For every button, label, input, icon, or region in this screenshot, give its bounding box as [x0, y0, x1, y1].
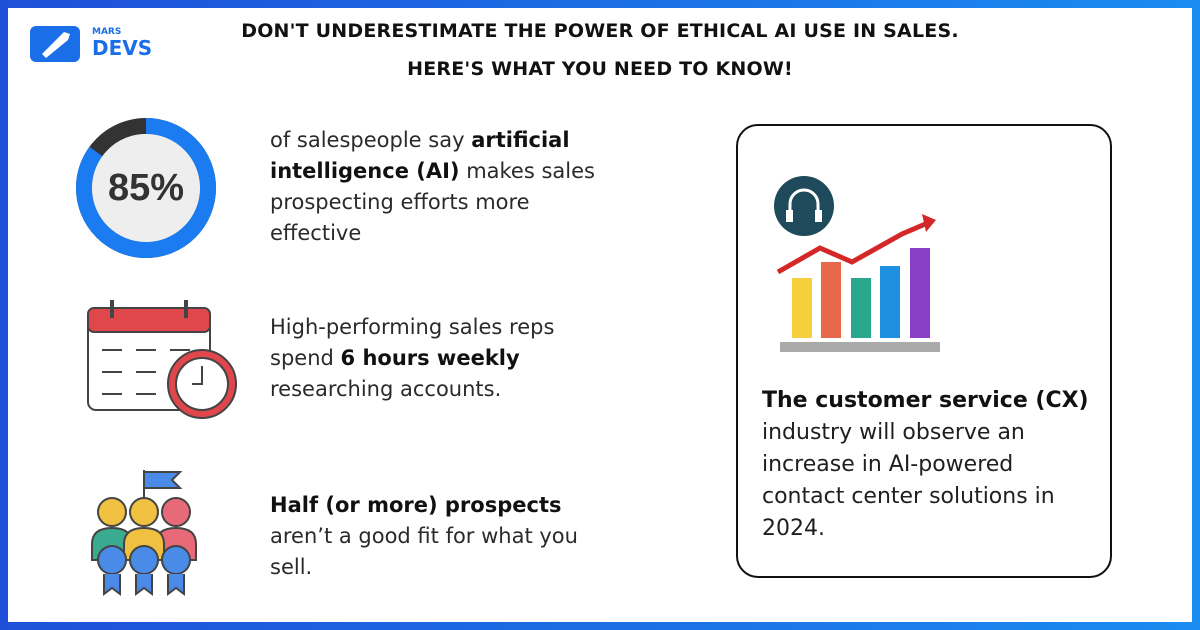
calendar-icon	[87, 300, 237, 419]
stat-text: Half (or more) prospects aren’t a good f…	[270, 490, 600, 583]
logo-small: MARS	[92, 27, 121, 37]
title-line: DON'T UNDERESTIMATE THE POWER OF ETHICAL…	[241, 20, 959, 42]
text: aren’t a good fit for what you sell.	[270, 524, 578, 579]
growth-icon	[774, 176, 940, 352]
ring-center	[92, 134, 200, 242]
text: researching accounts.	[270, 377, 502, 401]
text: of salespeople say	[270, 128, 472, 152]
ring-arc	[76, 118, 216, 258]
bold-text: artificial intelligence (AI)	[270, 128, 570, 183]
ring-label: 85%	[108, 167, 184, 209]
stat-text: High-performing sales reps spend 6 hours…	[270, 312, 600, 405]
logo-big: DEVS	[92, 36, 152, 60]
bold-text: Half (or more) prospects	[270, 493, 562, 517]
stat-text: of salespeople say artificial intelligen…	[270, 125, 600, 249]
card	[736, 124, 1112, 578]
bold-text: 6 hours weekly	[340, 346, 520, 370]
text: makes sales prospecting efforts more eff…	[270, 159, 595, 245]
text: High-performing sales reps spend	[270, 315, 555, 370]
text: industry will observe an increase in AI-…	[762, 420, 1055, 541]
card-text: The customer service (CX) industry will …	[762, 385, 1097, 545]
title-line: HERE'S WHAT YOU NEED TO KNOW!	[407, 58, 793, 80]
team-icon	[91, 470, 197, 596]
rocket	[42, 32, 70, 58]
bold-text: The customer service (CX)	[762, 388, 1089, 413]
